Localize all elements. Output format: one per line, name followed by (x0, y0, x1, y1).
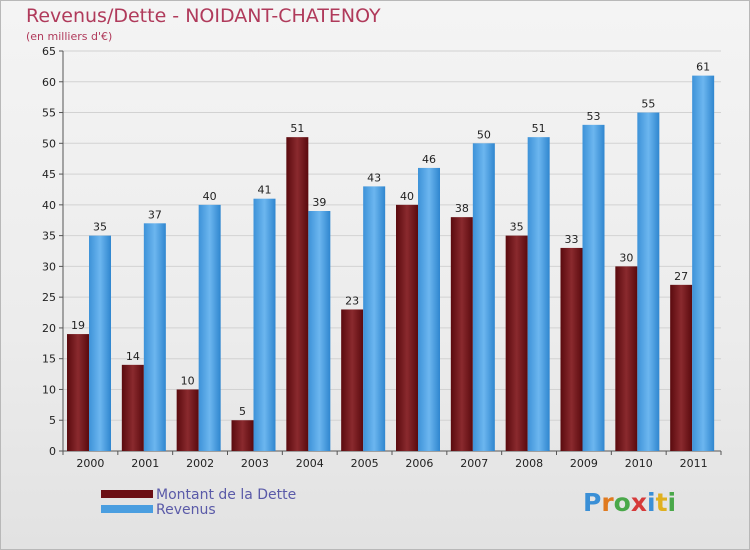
bar-dette (67, 334, 89, 451)
y-tick-label: 40 (42, 199, 56, 212)
data-label-dette: 19 (71, 319, 85, 332)
bar-dette (286, 137, 309, 451)
data-label-revenus: 40 (203, 190, 217, 203)
data-label-dette: 5 (239, 405, 246, 418)
legend-label-dette: Montant de la Dette (156, 487, 297, 503)
data-label-revenus: 39 (312, 196, 326, 209)
data-label-dette: 35 (510, 221, 524, 234)
data-label-revenus: 43 (367, 171, 381, 184)
bars (67, 75, 715, 452)
data-label-revenus: 53 (587, 110, 601, 123)
bar-revenus (637, 112, 660, 452)
legend-label-revenus: Revenus (156, 502, 216, 518)
y-tick-label: 45 (42, 168, 56, 181)
x-tick-label: 2011 (680, 457, 708, 470)
y-tick-label: 20 (42, 322, 56, 335)
bar-dette (341, 309, 364, 451)
y-tick-label: 50 (42, 137, 56, 150)
bar-dette (505, 235, 528, 451)
y-tick-label: 0 (49, 445, 56, 458)
x-tick-label: 2005 (351, 457, 379, 470)
bar-dette (231, 420, 254, 451)
bar-dette (176, 389, 199, 451)
bar-revenus (308, 211, 331, 451)
logo-letter: t (655, 488, 668, 517)
data-label-dette: 40 (400, 190, 414, 203)
bar-revenus (418, 167, 440, 451)
y-tick-label: 5 (49, 414, 56, 427)
axes: 0 5 10 15 20 25 30 35 40 45 50 55 60 65 2000 2001 2002 20… (42, 45, 722, 470)
data-label-dette: 33 (565, 233, 579, 246)
x-tick-label: 2001 (131, 457, 159, 470)
y-tick-label: 30 (42, 260, 56, 273)
x-tick-label: 2000 (76, 457, 104, 470)
logo-letter: o (613, 488, 631, 517)
legend-swatch-revenus (101, 505, 153, 513)
chart-title: Revenus/Dette - NOIDANT-CHATENOY (26, 5, 381, 27)
x-tick-label: 2010 (625, 457, 653, 470)
data-label-dette: 14 (126, 350, 140, 363)
y-tick-label: 15 (42, 353, 56, 366)
x-tick-label: 2006 (405, 457, 433, 470)
data-label-revenus: 46 (422, 153, 436, 166)
data-label-revenus: 55 (641, 98, 655, 111)
x-tick-label: 2003 (241, 457, 269, 470)
logo-letter: r (601, 488, 614, 517)
bar-revenus (143, 223, 166, 451)
data-label-revenus: 35 (93, 221, 107, 234)
data-label-revenus: 37 (148, 208, 162, 221)
data-label-revenus: 51 (532, 122, 546, 135)
y-tick-label: 60 (42, 76, 56, 89)
data-labels: 19 35 14 37 10 40 5 41 51 39 23 43 40 46 38 50 35 51 33 53 3… (71, 61, 710, 419)
data-label-dette: 30 (619, 251, 633, 264)
bar-dette (121, 364, 144, 451)
chart-subtitle: (en milliers d'€) (26, 30, 113, 43)
legend-swatch-dette (101, 490, 153, 498)
data-label-revenus: 50 (477, 128, 491, 141)
bar-dette (670, 284, 693, 451)
logo-letter: P (583, 488, 602, 517)
data-label-revenus: 41 (258, 184, 272, 197)
x-tick-label: 2004 (296, 457, 324, 470)
bar-revenus (253, 198, 276, 451)
y-tick-label: 65 (42, 45, 56, 58)
grid-lines (63, 50, 721, 452)
bar-revenus (198, 204, 221, 451)
bar-dette (615, 266, 638, 451)
data-label-dette: 51 (290, 122, 304, 135)
x-tick-label: 2009 (570, 457, 598, 470)
bar-dette (450, 217, 473, 451)
bar-revenus (363, 186, 386, 451)
bar-revenus (582, 124, 605, 451)
bar-dette (560, 247, 583, 451)
logo-letter: i (667, 488, 677, 517)
y-tick-label: 10 (42, 383, 56, 396)
bar-revenus (472, 143, 495, 452)
data-label-revenus: 61 (696, 61, 710, 74)
bar-dette (396, 204, 418, 451)
bar-revenus (692, 75, 715, 451)
y-tick-label: 35 (42, 230, 56, 243)
bar-revenus (527, 137, 550, 451)
y-tick-label: 55 (42, 107, 56, 120)
data-label-dette: 23 (345, 294, 359, 307)
data-label-dette: 38 (455, 202, 469, 215)
x-tick-label: 2002 (186, 457, 214, 470)
data-label-dette: 10 (181, 374, 195, 387)
data-label-dette: 27 (674, 270, 688, 283)
proxiti-logo: Proxiti (583, 488, 676, 517)
x-tick-label: 2008 (515, 457, 543, 470)
y-tick-label: 25 (42, 291, 56, 304)
logo-letter: x (630, 488, 647, 517)
logo-letter: i (647, 488, 656, 517)
bar-revenus (89, 235, 111, 451)
x-tick-label: 2007 (460, 457, 488, 470)
